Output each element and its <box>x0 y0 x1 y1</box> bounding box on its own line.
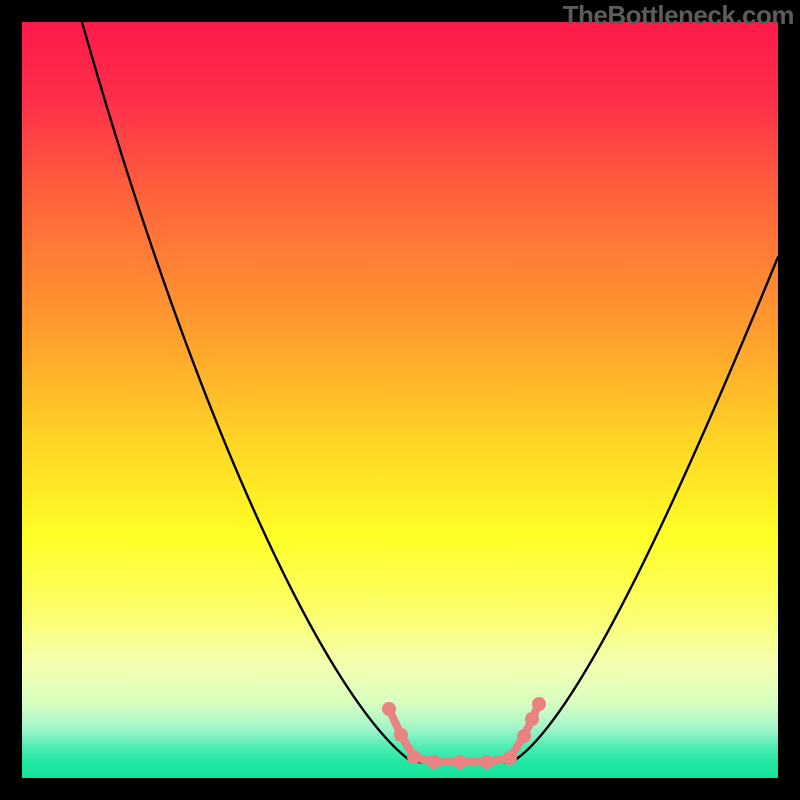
data-marker <box>427 755 441 769</box>
watermark-text: TheBottleneck.com <box>563 0 794 31</box>
data-marker <box>394 728 408 742</box>
data-marker <box>480 755 494 769</box>
data-marker <box>407 750 421 764</box>
data-marker <box>503 751 517 765</box>
chart-frame: TheBottleneck.com <box>0 0 800 800</box>
data-marker <box>517 729 531 743</box>
bottleneck-curve-chart <box>22 22 778 778</box>
data-marker <box>382 702 396 716</box>
data-marker <box>532 697 546 711</box>
data-marker <box>453 755 467 769</box>
gradient-background <box>22 22 778 778</box>
data-marker <box>525 712 539 726</box>
